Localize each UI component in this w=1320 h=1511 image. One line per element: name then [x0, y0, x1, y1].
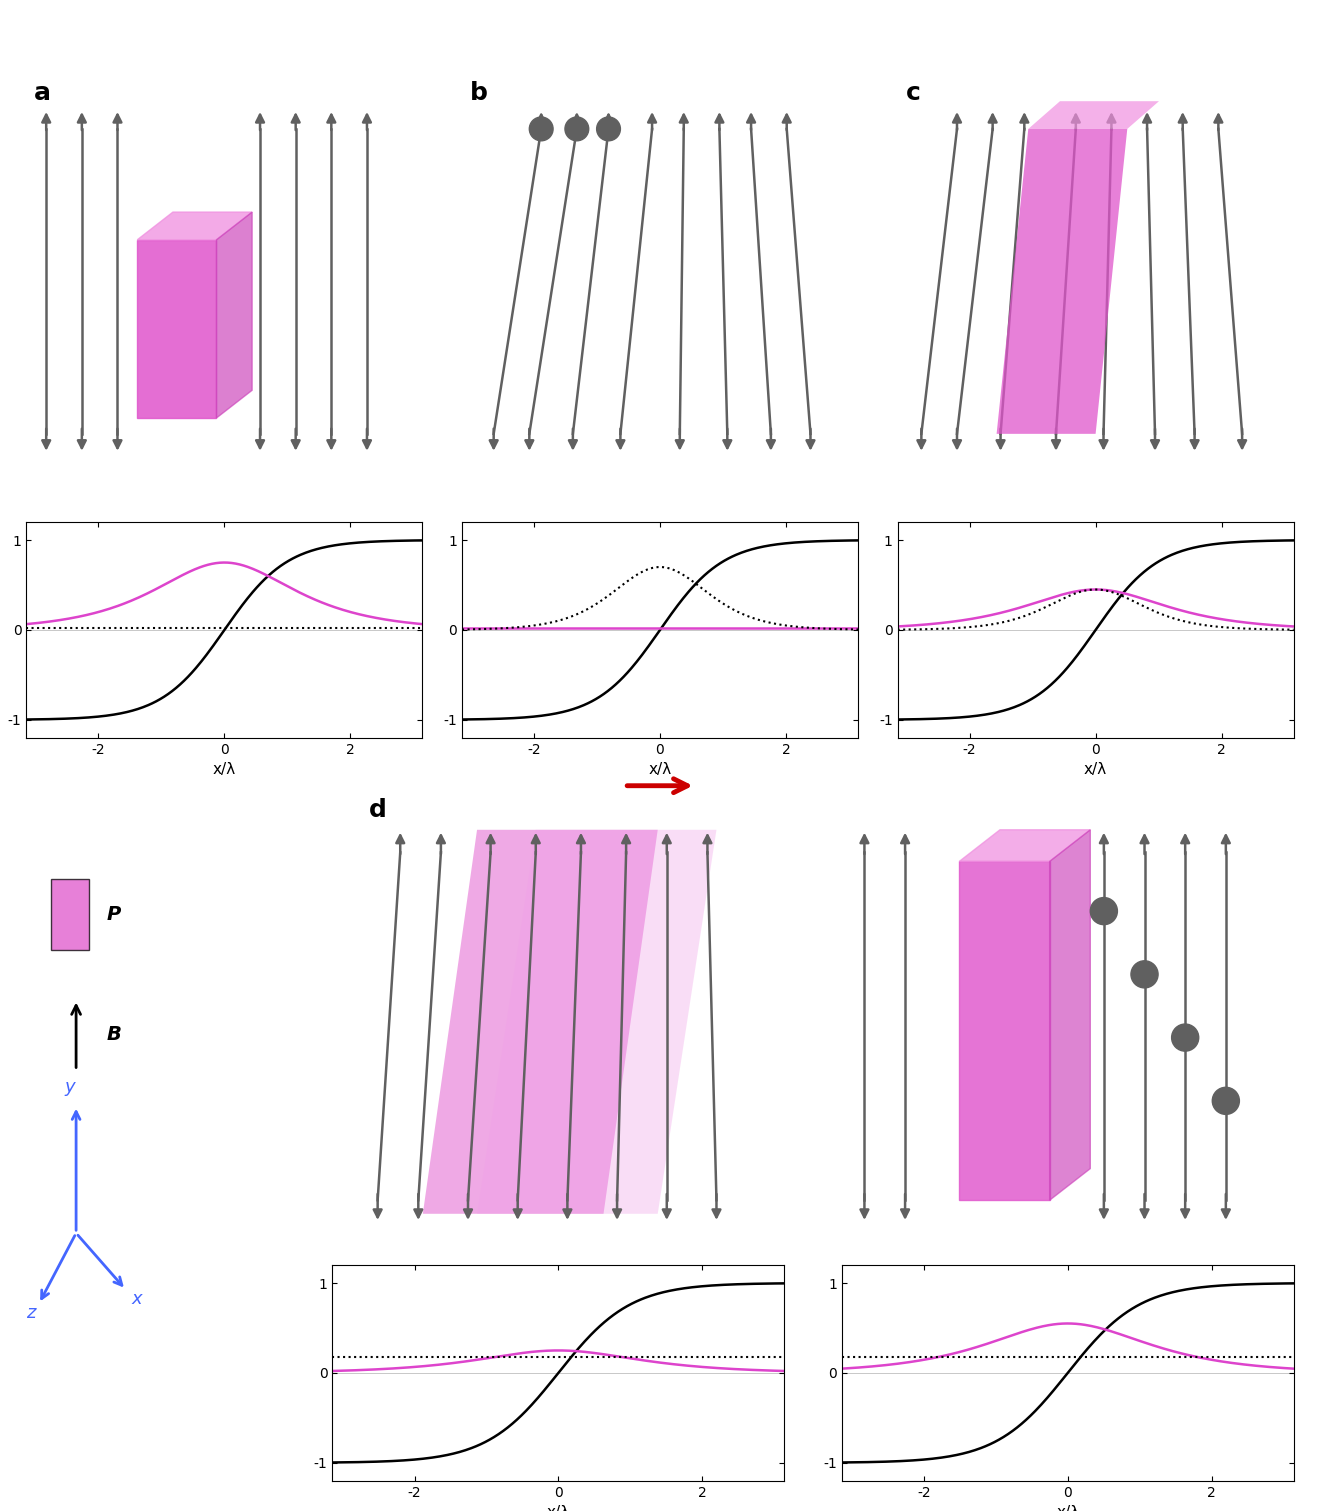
Polygon shape: [422, 830, 657, 1213]
Circle shape: [1172, 1024, 1199, 1052]
X-axis label: x/λ: x/λ: [648, 762, 672, 777]
Text: $z$: $z$: [26, 1304, 38, 1322]
Text: c: c: [906, 82, 920, 106]
Text: a: a: [34, 82, 51, 106]
X-axis label: x/λ: x/λ: [213, 762, 236, 777]
Text: b: b: [470, 82, 488, 106]
Polygon shape: [137, 240, 216, 419]
Text: $y$: $y$: [63, 1079, 77, 1097]
X-axis label: x/λ: x/λ: [1056, 1505, 1080, 1511]
Text: $\boldsymbol{P}$: $\boldsymbol{P}$: [106, 905, 121, 925]
Polygon shape: [960, 861, 1049, 1200]
Circle shape: [1090, 898, 1118, 925]
X-axis label: x/λ: x/λ: [546, 1505, 570, 1511]
Polygon shape: [997, 128, 1127, 434]
Circle shape: [597, 116, 620, 141]
Polygon shape: [137, 212, 252, 240]
Polygon shape: [1049, 830, 1090, 1200]
Circle shape: [1212, 1088, 1239, 1115]
Polygon shape: [216, 212, 252, 419]
Polygon shape: [1028, 101, 1159, 128]
Text: $x$: $x$: [131, 1290, 144, 1309]
X-axis label: x/λ: x/λ: [1084, 762, 1107, 777]
FancyBboxPatch shape: [51, 879, 88, 950]
Circle shape: [1131, 961, 1158, 988]
Circle shape: [529, 116, 553, 141]
Polygon shape: [960, 830, 1090, 861]
Text: d: d: [368, 798, 387, 822]
Text: $\boldsymbol{B}$: $\boldsymbol{B}$: [106, 1026, 121, 1044]
Circle shape: [565, 116, 589, 141]
Polygon shape: [477, 830, 717, 1213]
